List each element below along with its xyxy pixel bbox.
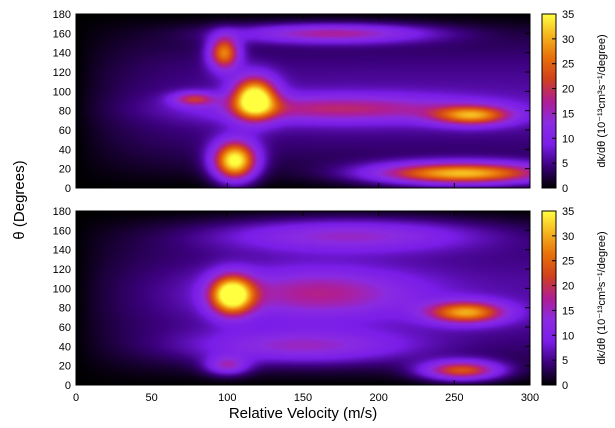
x-axis-label: Relative Velocity (m/s) xyxy=(229,405,377,422)
heatmap-bottom xyxy=(76,211,530,385)
colorbar-tick-label: 0 xyxy=(562,380,568,392)
y-tick-label: 60 xyxy=(59,125,71,137)
y-tick-label: 0 xyxy=(65,183,71,195)
colorbar-tick-label: 25 xyxy=(562,256,574,268)
colorbar-ticks-bottom: 0 5 10 15 20 25 30 35 xyxy=(552,206,574,392)
colorbar-tick-label: 25 xyxy=(562,59,574,71)
colorbar-label-bottom: dk/dθ (10⁻¹³cm³s⁻¹/degree) xyxy=(596,231,608,364)
colorbar-tick-label: 5 xyxy=(562,355,568,367)
x-tick-label: 150 xyxy=(294,392,312,404)
y-tick-label: 100 xyxy=(53,86,71,98)
y-axis-label: θ (Degrees) xyxy=(11,160,28,239)
y-tick-label: 20 xyxy=(59,164,71,176)
colorbar-tick-label: 30 xyxy=(562,34,574,46)
colorbar-frame-bottom xyxy=(541,210,557,386)
y-tick-label: 100 xyxy=(53,283,71,295)
colorbar-tick-label: 10 xyxy=(562,330,574,342)
x-tick-label: 200 xyxy=(369,392,387,404)
colorbar-tick-label: 35 xyxy=(562,206,574,218)
colorbar-frame-top xyxy=(541,13,557,189)
y-tick-label: 160 xyxy=(53,225,71,237)
x-tick-label: 300 xyxy=(521,392,539,404)
colorbar-ticks-top: 0 5 10 15 20 25 30 35 xyxy=(552,9,574,195)
y-tick-label: 80 xyxy=(59,106,71,118)
colorbar-tick-label: 20 xyxy=(562,84,574,96)
colorbar-tick-label: 5 xyxy=(562,158,568,170)
x-tick-label: 100 xyxy=(218,392,236,404)
colorbar-tick-label: 35 xyxy=(562,9,574,21)
x-ticks-bottom: 0 50 100 150 200 250 300 xyxy=(73,211,539,404)
y-tick-label: 180 xyxy=(53,206,71,218)
y-tick-label: 20 xyxy=(59,361,71,373)
x-tick-label: 0 xyxy=(73,392,79,404)
y-tick-label: 120 xyxy=(53,264,71,276)
x-tick-label: 50 xyxy=(146,392,158,404)
y-tick-label: 0 xyxy=(65,380,71,392)
y-tick-label: 160 xyxy=(53,28,71,40)
colorbar-bottom xyxy=(542,211,556,385)
y-tick-label: 40 xyxy=(59,341,71,353)
y-ticks-top: 0 20 40 60 80 100 120 140 160 180 xyxy=(53,9,531,195)
colorbar-tick-label: 20 xyxy=(562,281,574,293)
heatmap-top xyxy=(76,14,530,188)
x-tick-label: 250 xyxy=(445,392,463,404)
colorbar-tick-label: 30 xyxy=(562,231,574,243)
y-tick-label: 80 xyxy=(59,303,71,315)
colorbar-label-top: dk/dθ (10⁻¹³cm³s⁻¹/degree) xyxy=(596,34,608,167)
y-tick-label: 120 xyxy=(53,67,71,79)
colorbar-top xyxy=(542,14,556,188)
y-tick-label: 140 xyxy=(53,48,71,60)
y-tick-label: 40 xyxy=(59,144,71,156)
y-ticks-bottom: 0 20 40 60 80 100 120 140 160 180 xyxy=(53,206,530,392)
colorbar-tick-label: 15 xyxy=(562,108,574,120)
y-tick-label: 140 xyxy=(53,245,71,257)
y-tick-label: 180 xyxy=(53,9,71,21)
colorbar-tick-label: 0 xyxy=(562,183,568,195)
colorbar-tick-label: 15 xyxy=(562,305,574,317)
y-tick-label: 60 xyxy=(59,322,71,334)
colorbar-tick-label: 10 xyxy=(562,133,574,145)
